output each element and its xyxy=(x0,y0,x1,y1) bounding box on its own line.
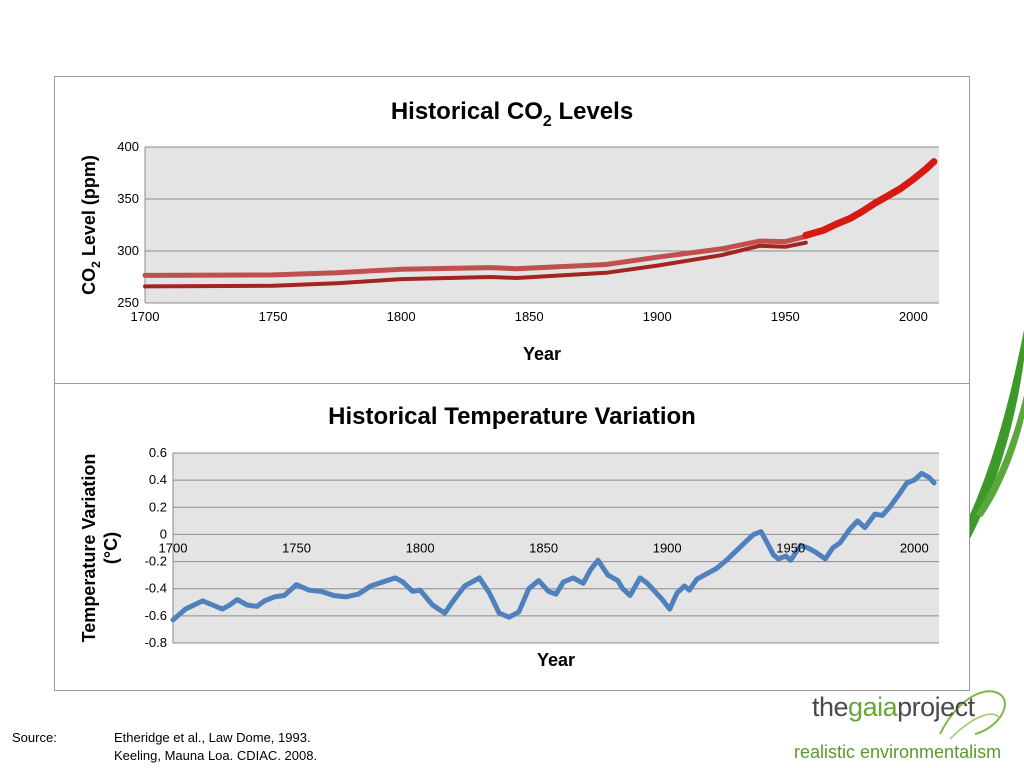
y-axis-label: CO2 Level (ppm) xyxy=(79,155,103,295)
co2-chart: Historical CO2 Levels Year CO2 Level (pp… xyxy=(79,98,939,364)
y-tick-label: 0.6 xyxy=(149,445,167,460)
series-line xyxy=(170,470,937,623)
logo-tagline: realistic environmentalism xyxy=(794,742,1002,762)
x-axis-label: Year xyxy=(523,344,561,364)
y-tick-label: -0.8 xyxy=(145,635,167,650)
x-tick-label: 1700 xyxy=(131,309,160,324)
x-tick-label: 1850 xyxy=(529,540,558,555)
gaia-project-logo: thegaiaproject realistic environmentalis… xyxy=(790,684,1020,768)
y-tick-label: 350 xyxy=(117,191,139,206)
x-tick-label: 1700 xyxy=(159,540,188,555)
series-line xyxy=(143,240,808,289)
y-tick-label: 0 xyxy=(160,526,167,541)
x-tick-label: 1900 xyxy=(653,540,682,555)
source-label: Source: xyxy=(12,730,57,745)
x-tick-label: 1950 xyxy=(771,309,800,324)
x-tick-label: 1850 xyxy=(515,309,544,324)
series-line xyxy=(802,158,938,239)
y-axis-label: Temperature Variation (°C) xyxy=(79,454,121,643)
chart-title: Historical Temperature Variation xyxy=(328,403,696,430)
series-line xyxy=(142,233,809,278)
logo-wordmark: thegaiaproject xyxy=(812,692,975,722)
temperature-chart-panel: Historical Temperature Variation Year Te… xyxy=(54,383,970,691)
svg-text:Temperature Variation: Temperature Variation xyxy=(79,454,99,643)
y-tick-label: 250 xyxy=(117,295,139,310)
logo-swirl-icon xyxy=(939,690,1006,740)
y-tick-label: 400 xyxy=(117,139,139,154)
x-tick-label: 1800 xyxy=(406,540,435,555)
y-tick-label: -0.4 xyxy=(145,581,167,596)
source-line-1: Etheridge et al., Law Dome, 1993. xyxy=(114,730,311,745)
x-tick-label: 2000 xyxy=(899,309,928,324)
y-tick-label: -0.2 xyxy=(145,554,167,569)
x-tick-label: 1800 xyxy=(387,309,416,324)
x-axis-label: Year xyxy=(537,650,575,670)
source-line-2: Keeling, Mauna Loa. CDIAC. 2008. xyxy=(114,748,318,763)
x-tick-label: 1900 xyxy=(643,309,672,324)
x-tick-label: 2000 xyxy=(900,540,929,555)
temperature-chart: Historical Temperature Variation Year Te… xyxy=(79,403,939,670)
y-tick-label: 0.2 xyxy=(149,499,167,514)
y-tick-label: -0.6 xyxy=(145,608,167,623)
plot-area xyxy=(145,147,939,303)
x-tick-label: 1750 xyxy=(259,309,288,324)
co2-chart-panel: Historical CO2 Levels Year CO2 Level (pp… xyxy=(54,76,970,384)
x-tick-label: 1750 xyxy=(282,540,311,555)
y-tick-label: 300 xyxy=(117,243,139,258)
chart-title: Historical CO2 Levels xyxy=(391,98,633,130)
y-tick-label: 0.4 xyxy=(149,472,167,487)
svg-text:(°C): (°C) xyxy=(101,532,121,564)
x-tick-label: 1950 xyxy=(776,540,805,555)
